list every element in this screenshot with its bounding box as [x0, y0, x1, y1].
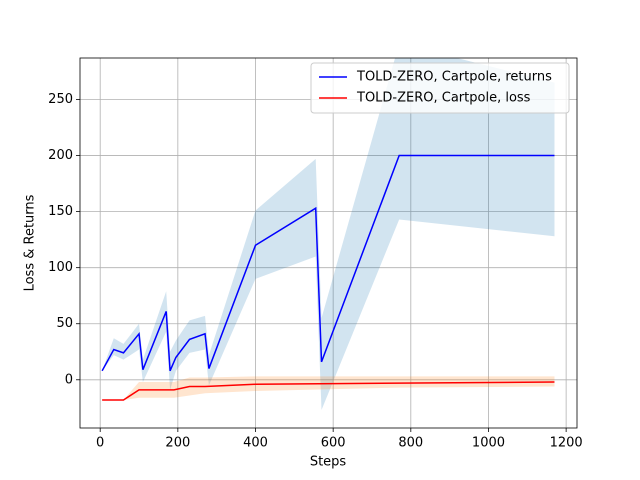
x-tick-label: 400	[243, 436, 268, 451]
series-line	[102, 381, 555, 401]
x-tick-label: 600	[321, 436, 346, 451]
y-tick-label: 250	[48, 92, 73, 107]
x-tick-label: 800	[398, 436, 423, 451]
x-tick-label: 1200	[550, 436, 583, 451]
confidence-band	[102, 58, 555, 411]
legend-label: TOLD-ZERO, Cartpole, returns	[356, 70, 552, 85]
x-axis-label: Steps	[310, 455, 347, 470]
x-tick-label: 200	[165, 436, 190, 451]
y-tick-label: 150	[48, 204, 73, 219]
y-tick-label: 100	[48, 260, 73, 275]
series-line	[101, 154, 555, 372]
x-tick-label: 1000	[472, 436, 505, 451]
plot-area	[101, 58, 555, 411]
grid	[80, 58, 577, 428]
y-tick-label: 50	[56, 316, 73, 331]
y-axis-label: Loss & Returns	[23, 194, 38, 291]
y-tick-label: 0	[65, 372, 73, 387]
legend-box	[310, 62, 570, 114]
legend: TOLD-ZERO, Cartpole, returns TOLD-ZERO, C…	[310, 62, 570, 114]
axes-frame	[79, 57, 578, 429]
ticks: 0 200 400 600 800 1000 1200 0 50 100 150 200 250	[48, 92, 583, 451]
x-tick-label: 0	[96, 436, 104, 451]
y-tick-label: 200	[48, 148, 73, 163]
legend-label: TOLD-ZERO, Cartpole, loss	[356, 91, 531, 106]
